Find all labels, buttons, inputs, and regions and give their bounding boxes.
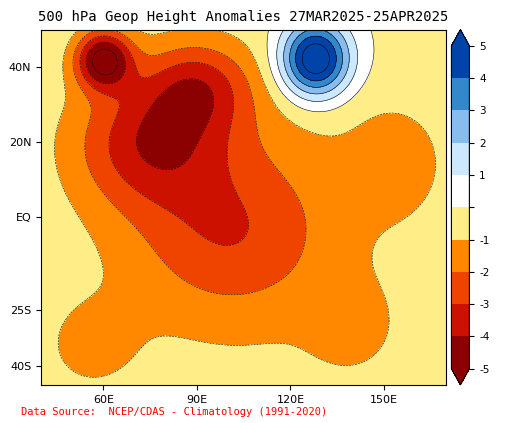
PathPatch shape (451, 30, 469, 46)
Title: 500 hPa Geop Height Anomalies 27MAR2025-25APR2025: 500 hPa Geop Height Anomalies 27MAR2025-… (38, 10, 449, 24)
PathPatch shape (451, 369, 469, 385)
Text: Data Source:  NCEP/CDAS - Climatology (1991-2020): Data Source: NCEP/CDAS - Climatology (19… (21, 407, 327, 417)
